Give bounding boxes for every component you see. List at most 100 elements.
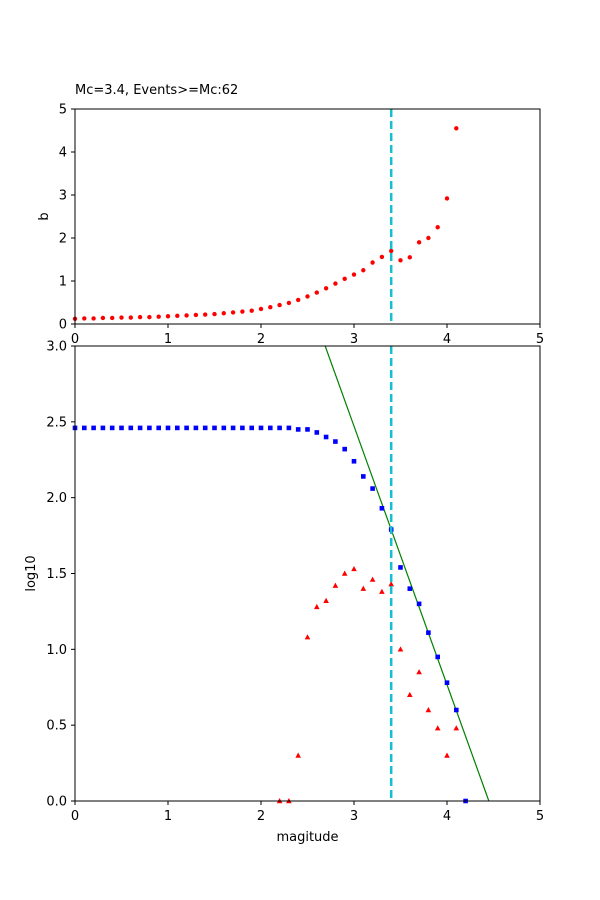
- bottom-series-0-point: [165, 425, 171, 431]
- bottom-series-1-point: [434, 725, 441, 731]
- bottom-series-1-point: [453, 725, 460, 731]
- top-series-0-point: [249, 308, 254, 313]
- top-series-0-point: [454, 126, 459, 131]
- bottom-series-0-point: [128, 425, 134, 431]
- top-series-0-point: [370, 260, 375, 265]
- bottom-series-1-point: [295, 752, 301, 758]
- bottom-series-0-point: [119, 425, 124, 431]
- top-x-tick-label: 1: [164, 332, 172, 347]
- top-series-0-point: [277, 302, 282, 308]
- bottom-series-1-point: [416, 669, 422, 675]
- top-y-tick-label: 4: [59, 146, 67, 161]
- top-series-0-point: [333, 281, 338, 286]
- bottom-series-0-point: [361, 474, 366, 479]
- bottom-series-0-point: [268, 425, 273, 431]
- top-series-0-point: [286, 300, 292, 306]
- bottom-series-1-point: [341, 570, 348, 576]
- bottom-y-tick-label: 3.0: [46, 340, 67, 355]
- top-series-0-point: [193, 312, 199, 318]
- bottom-series-0-point: [416, 601, 422, 607]
- bottom-series-0-point: [370, 486, 375, 491]
- bottom-x-tick-label: 0: [71, 809, 79, 824]
- top-series-0-point: [82, 316, 87, 321]
- bottom-series-0-point: [109, 425, 115, 431]
- bottom-series-0-point: [342, 446, 347, 452]
- bottom-series-0-point: [351, 458, 357, 464]
- top-panel-frame: [74, 108, 541, 325]
- top-series-0-point: [296, 297, 301, 303]
- top-series-0-point: [156, 314, 161, 319]
- top-series-0-point: [389, 248, 394, 254]
- top-series-0-point: [212, 311, 217, 317]
- top-series-0-point: [184, 313, 189, 318]
- bottom-series-0-point: [100, 425, 106, 431]
- bottom-series-1-point: [379, 588, 385, 594]
- bottom-x-tick-label: 4: [443, 809, 451, 824]
- bottom-x-tick-label: 3: [350, 809, 358, 824]
- bottom-series-0-point: [156, 425, 161, 431]
- bottom-series-0-point: [221, 425, 227, 431]
- top-series-0-point: [175, 313, 180, 319]
- top-series-0-point: [230, 310, 236, 315]
- bottom-series-1-point: [351, 565, 357, 572]
- top-series-0-point: [147, 314, 152, 320]
- bottom-series-0-point: [184, 425, 189, 431]
- bottom-series-0-point: [91, 425, 96, 431]
- top-series-0-point: [268, 305, 273, 310]
- top-series-0-point: [351, 272, 357, 277]
- bottom-series-1-point: [314, 603, 320, 610]
- bottom-series-0-point: [82, 425, 87, 431]
- bottom-series-0-point: [295, 427, 301, 432]
- frequency-magnitude-panel: 0 1 2 3 4 5 0.0 0.5 1.0 1.5 2.0 2.5 3.0 magitude log…: [24, 340, 544, 846]
- bottom-series-1-point: [332, 582, 339, 588]
- bottom-x-axis-title: magitude: [276, 830, 338, 845]
- top-series-0-point: [361, 268, 366, 273]
- bottom-y-tick-label: 1.5: [46, 567, 67, 582]
- top-series-0-point: [407, 255, 412, 260]
- top-series-0-point: [91, 316, 96, 321]
- bottom-series-0-point: [147, 425, 152, 431]
- bottom-series-0-point: [277, 425, 282, 431]
- top-series-0-point: [426, 235, 431, 241]
- bottom-series-0-point: [379, 505, 385, 511]
- bottom-series-0-point: [333, 439, 338, 444]
- bottom-series-0-point: [249, 425, 254, 431]
- bottom-series-0-point: [212, 425, 217, 431]
- top-series-0-point: [398, 258, 403, 263]
- bottom-series-1-point: [369, 576, 376, 582]
- bottom-series-0-point: [314, 430, 320, 435]
- top-series-0-point: [305, 294, 310, 299]
- bottom-series-1-point: [397, 646, 404, 652]
- top-series-0-point: [100, 315, 106, 321]
- bottom-series-1-point: [444, 752, 450, 758]
- top-x-tick-label: 2: [257, 332, 265, 347]
- bottom-series-1-point: [407, 691, 413, 698]
- top-y-axis-title: b: [37, 212, 52, 220]
- top-series-0-point: [314, 290, 319, 295]
- top-y-tick-label: 3: [59, 189, 67, 204]
- top-series-0-point: [379, 254, 385, 260]
- top-y-tick-label: 0: [59, 318, 67, 333]
- bottom-series-0-point: [435, 654, 440, 660]
- bottom-series-1-point: [304, 634, 311, 640]
- top-y-tick-label: 1: [59, 275, 67, 290]
- bottom-series-0-point: [193, 425, 199, 431]
- bottom-series-0-point: [323, 434, 329, 440]
- bottom-y-axis-title: log10: [24, 555, 39, 591]
- top-series-0-point: [203, 312, 208, 317]
- top-series-0-point: [435, 225, 440, 230]
- bottom-series-0-point: [230, 425, 236, 431]
- bottom-series-0-point: [454, 707, 459, 713]
- bottom-series-1-point: [360, 585, 367, 591]
- bottom-x-tick-label: 2: [257, 809, 265, 824]
- bottom-series-0-point: [175, 425, 180, 431]
- bottom-y-tick-label: 2.0: [46, 491, 67, 506]
- bottom-y-tick-label: 1.0: [46, 643, 67, 658]
- top-series-0-point: [221, 311, 226, 316]
- bottom-series-0-point: [258, 425, 264, 431]
- top-x-tick-label: 3: [350, 332, 358, 347]
- top-panel-title: Mc=3.4, Events>=Mc:62: [75, 83, 238, 98]
- top-x-tick-label: 0: [71, 332, 79, 347]
